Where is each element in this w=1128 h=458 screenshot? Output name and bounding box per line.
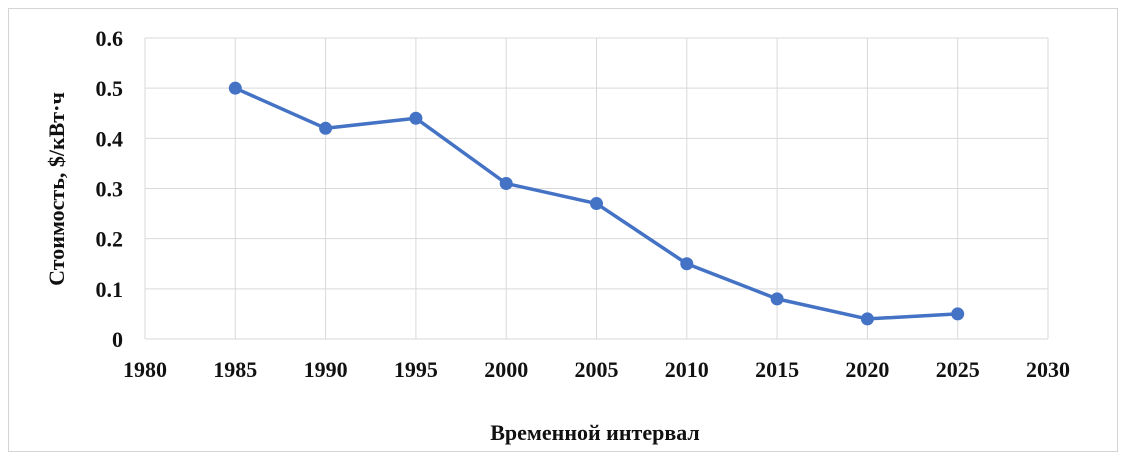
x-axis-title: Временной интервал [490, 420, 700, 445]
y-tick-label: 0 [112, 327, 123, 352]
x-tick-label: 2015 [755, 357, 799, 382]
y-tick-label: 0.5 [96, 76, 124, 101]
data-point [951, 307, 965, 321]
x-tick-label: 1995 [394, 357, 438, 382]
x-tick-label: 2000 [484, 357, 528, 382]
y-tick-label: 0.3 [96, 177, 124, 202]
x-tick-label: 1980 [123, 357, 167, 382]
y-tick-label: 0.1 [96, 277, 124, 302]
x-tick-label: 1985 [213, 357, 257, 382]
x-tick-labels: 1980 1985 1990 1995 2000 2005 2010 2015 2020 2025… [123, 357, 1070, 382]
y-axis-title: Стоимость, $/кВт·ч [44, 92, 69, 286]
data-point [860, 312, 874, 326]
y-tick-label: 0.2 [96, 227, 124, 252]
data-point [319, 121, 333, 135]
data-point [409, 111, 423, 125]
x-tick-label: 2010 [665, 357, 709, 382]
data-point [770, 292, 784, 306]
x-tick-label: 2030 [1026, 357, 1070, 382]
x-tick-label: 2020 [845, 357, 889, 382]
y-tick-label: 0.6 [96, 26, 124, 51]
data-point [590, 197, 603, 211]
y-tick-label: 0.4 [96, 126, 124, 151]
x-tick-label: 1990 [304, 357, 348, 382]
data-point [680, 257, 694, 271]
data-point [499, 176, 513, 190]
chart-frame [8, 8, 1118, 452]
x-tick-label: 2005 [575, 357, 619, 382]
x-tick-label: 2025 [936, 357, 980, 382]
series-layer [228, 81, 965, 326]
data-point [228, 81, 242, 95]
y-tick-labels: 0 0.1 0.2 0.3 0.4 0.5 0.6 [96, 26, 124, 352]
grid-lines [144, 37, 1049, 340]
